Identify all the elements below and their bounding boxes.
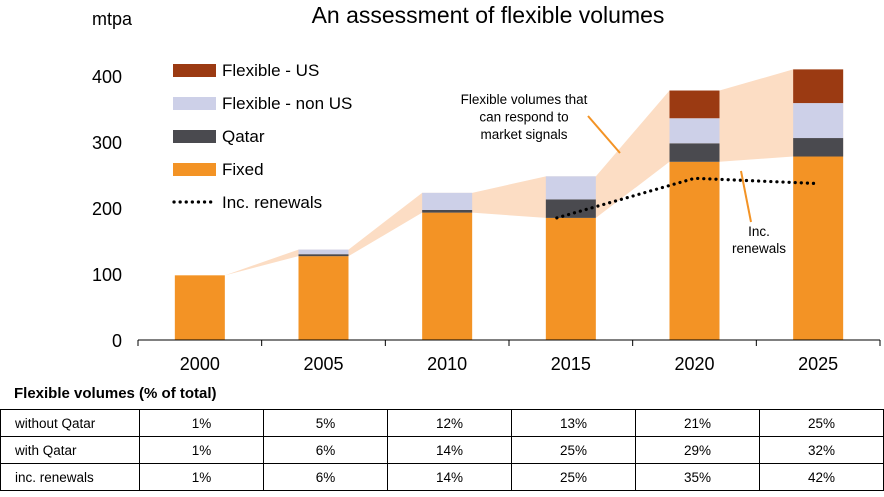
bar-flexible-us-2025 [793,69,844,104]
bar-flexible-non-us-2020 [669,118,720,144]
y-tick-label-100: 100 [92,265,122,285]
table-title: Flexible volumes (% of total) [14,385,217,402]
legend-label-fixed: Fixed [222,160,264,179]
bar-fixed-2020 [669,161,720,340]
table-cell: 6% [263,436,388,464]
table-cell: 21% [635,409,760,437]
table-cell: 1% [139,436,264,464]
annotation-flexible-volumes-line: market signals [480,127,567,142]
table-cell: 32% [759,436,884,464]
legend-swatch-qatar [173,130,216,143]
chart: An assessment of flexible volumes mtpa 2… [92,2,881,374]
legend-swatch-flexible-us [173,64,216,77]
table-cell: 1% [139,463,264,491]
y-tick-label-300: 300 [92,133,122,153]
bar-flexible-non-us-2005 [298,249,349,255]
y-tick-label-400: 400 [92,67,122,87]
annotation-flexible-volumes-line: Flexible volumes that [461,92,588,107]
table-cell: 5% [263,409,388,437]
table-cell: 6% [263,463,388,491]
table-row-label: without Qatar [0,409,140,437]
table-cell: 29% [635,436,760,464]
table-cell: 25% [511,463,636,491]
x-tick-label-2010: 2010 [427,354,467,374]
annotation-arrow-flexible [587,115,621,154]
legend-label-inc-renewals: Inc. renewals [222,193,322,212]
bar-flexible-us-2020 [669,90,720,119]
legend-swatch-flexible-non-us [173,97,216,110]
legend-label-flexible-non-us: Flexible - non US [222,94,352,113]
x-tick-label-2025: 2025 [798,354,838,374]
renewals-line [555,176,820,220]
bar-fixed-2010 [422,212,473,340]
bar-fixed-2025 [793,156,844,340]
bar-fixed-2005 [298,256,349,340]
chart-title: An assessment of flexible volumes [312,2,665,28]
bar-qatar-2005 [298,254,349,257]
legend-label-flexible-us: Flexible - US [222,61,319,80]
x-tick-label-2000: 2000 [180,354,220,374]
table-row-label: with Qatar [0,436,140,464]
annotation-arrow-renewals [740,170,752,223]
table-row: inc. renewals 1% 6% 14% 25% 35% 42% [0,463,884,491]
y-tick-label-0: 0 [112,331,122,351]
table-cell: 1% [139,409,264,437]
bar-fixed-2015 [545,217,596,340]
legend-label-qatar: Qatar [222,127,265,146]
table-cell: 25% [511,436,636,464]
annotation-flexible-volumes-line: can respond to [479,110,568,125]
bar-qatar-2015 [545,199,596,218]
table-cell: 25% [759,409,884,437]
y-tick-label-200: 200 [92,199,122,219]
y-axis-label: mtpa [92,9,133,29]
annotation-renewals-line: renewals [732,241,786,256]
table-cell: 13% [511,409,636,437]
x-tick-label-2015: 2015 [551,354,591,374]
legend-swatch-fixed [173,163,216,176]
flexible-volumes-table: without Qatar 1% 5% 12% 13% 21% 25% with Qatar 1… [0,409,884,491]
annotation-renewals-line: Inc. [748,224,770,239]
table-row: with Qatar 1% 6% 14% 25% 29% 32% [0,436,884,464]
bar-qatar-2025 [793,138,844,157]
table-cell: 35% [635,463,760,491]
bar-flexible-non-us-2010 [422,192,473,210]
table-cell: 14% [387,436,512,464]
bar-flexible-non-us-2025 [793,103,844,139]
table-row: without Qatar 1% 5% 12% 13% 21% 25% [0,409,884,437]
x-tick-label-2020: 2020 [674,354,714,374]
x-tick-label-2005: 2005 [303,354,343,374]
bar-fixed-2000 [174,275,225,340]
table-cell: 12% [387,409,512,437]
table-row-label: inc. renewals [0,463,140,491]
bar-flexible-non-us-2015 [545,176,596,200]
bar-qatar-2020 [669,143,720,162]
bar-qatar-2010 [422,209,473,213]
table-cell: 14% [387,463,512,491]
table-cell: 42% [759,463,884,491]
